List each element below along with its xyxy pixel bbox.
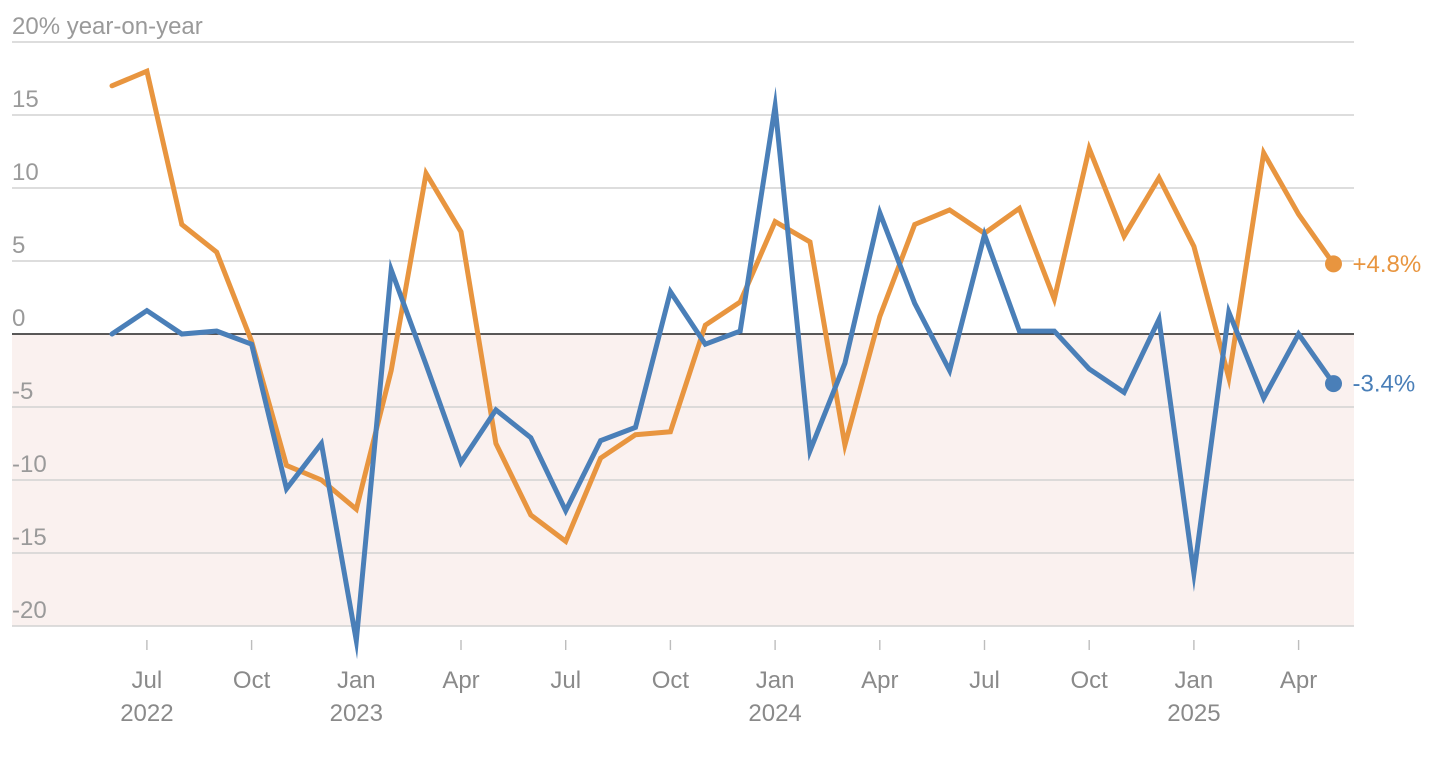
x-tick-label-month: Oct (652, 667, 690, 694)
x-tick-label-year: 2024 (748, 700, 801, 727)
x-tick-label-month: Jan (756, 667, 795, 694)
y-tick-label: -20 (12, 597, 47, 624)
y-axis-ticks: 20% year-on-year 15 10 5 0 -5 -10 -15 -20 (12, 13, 203, 624)
x-tick-label-month: Jul (550, 667, 581, 694)
y-tick-label: -5 (12, 378, 33, 405)
x-tick-label-month: Apr (861, 667, 898, 694)
series-line-blue (109, 86, 1336, 660)
series-end-marker (1325, 375, 1342, 393)
y-tick-label: 5 (12, 232, 25, 259)
y-tick-label: 10 (12, 159, 39, 186)
series-layer: +4.8% -3.4% (109, 67, 1422, 660)
x-tick-label-year: 2022 (120, 700, 173, 727)
y-tick-label: -10 (12, 451, 47, 478)
y-tick-label: 20% year-on-year (12, 13, 203, 40)
x-tick-label-month: Jan (337, 667, 376, 694)
x-tick-label-month: Apr (1280, 667, 1317, 694)
x-tick-label-month: Jan (1175, 667, 1214, 694)
y-tick-label: -15 (12, 524, 47, 551)
x-tick-label-month: Apr (442, 667, 479, 694)
series-end-label: -3.4% (1353, 371, 1416, 398)
series-end-label: +4.8% (1353, 251, 1422, 278)
x-tick-label-month: Jul (969, 667, 1000, 694)
x-tick-label-month: Jul (132, 667, 163, 694)
x-tick-label-month: Oct (1071, 667, 1109, 694)
x-tick-label-year: 2023 (330, 700, 383, 727)
x-tick-label-month: Oct (233, 667, 271, 694)
y-tick-label: 0 (12, 305, 25, 332)
series-line-orange (109, 67, 1336, 546)
series-end-marker (1325, 255, 1342, 273)
y-tick-label: 15 (12, 86, 39, 113)
x-axis-ticks: Jul 2022 Oct Jan 2023 Apr Jul Oct Jan 2024 Apr Jul O… (120, 640, 1317, 727)
gridlines (12, 41, 1354, 627)
x-tick-label-year: 2025 (1167, 700, 1220, 727)
